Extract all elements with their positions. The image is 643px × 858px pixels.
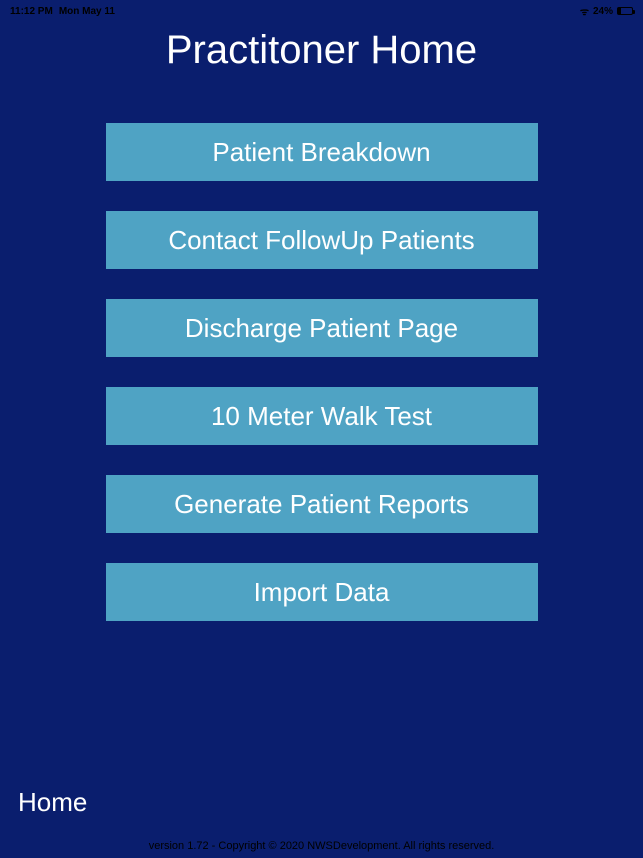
footer-text: version 1.72 - Copyright © 2020 NWSDevel… [0, 840, 643, 852]
wifi-icon: ᯤ [580, 4, 589, 18]
walk-test-button[interactable]: 10 Meter Walk Test [106, 387, 538, 445]
battery-percent: 24% [593, 6, 613, 17]
contact-followup-button[interactable]: Contact FollowUp Patients [106, 211, 538, 269]
generate-reports-button[interactable]: Generate Patient Reports [106, 475, 538, 533]
status-left: 11:12 PM Mon May 11 [10, 6, 115, 17]
status-time: 11:12 PM [10, 6, 53, 17]
button-container: Patient Breakdown Contact FollowUp Patie… [0, 123, 643, 621]
page-title: Practitoner Home [0, 28, 643, 73]
status-bar: 11:12 PM Mon May 11 ᯤ 24% [0, 0, 643, 18]
battery-icon [617, 7, 633, 15]
home-link[interactable]: Home [18, 787, 87, 818]
import-data-button[interactable]: Import Data [106, 563, 538, 621]
status-right: ᯤ 24% [580, 4, 633, 18]
patient-breakdown-button[interactable]: Patient Breakdown [106, 123, 538, 181]
status-date: Mon May 11 [59, 6, 115, 17]
discharge-patient-button[interactable]: Discharge Patient Page [106, 299, 538, 357]
